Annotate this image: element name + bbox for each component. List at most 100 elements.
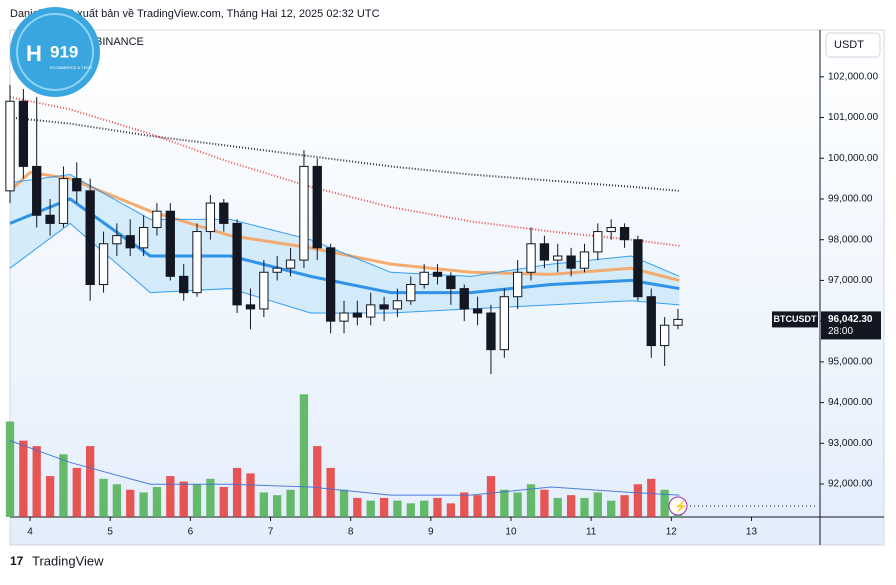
logo-number: 919	[50, 42, 78, 61]
y-tick-label: 99,000.00	[828, 194, 873, 205]
candle-body	[619, 226, 630, 241]
volume-bar	[5, 421, 15, 517]
candle-body	[72, 178, 82, 192]
candle-body	[325, 247, 336, 322]
candle-body	[512, 271, 523, 298]
candle-body	[673, 318, 683, 326]
volume-bar	[393, 500, 402, 517]
volume-bar	[72, 467, 81, 517]
plot: 102,000.00 101,000.00 100,000.00 99,000.00 9…	[5, 71, 881, 538]
candle-body	[486, 312, 496, 351]
candle-body	[593, 231, 603, 253]
candle-body	[112, 235, 122, 245]
candle-body	[219, 202, 229, 224]
currency-button[interactable]	[825, 32, 881, 58]
volume-bar	[59, 454, 68, 517]
x-tick-label: 7	[268, 527, 274, 538]
volume-bar	[486, 476, 496, 517]
x-tick-label: 13	[746, 527, 758, 538]
currency[interactable]: USDT	[834, 39, 864, 51]
candle-body	[646, 296, 656, 347]
volume-bar	[593, 492, 602, 517]
x-tick-label: 8	[348, 527, 354, 538]
candle-body	[366, 304, 376, 318]
candle-body	[179, 275, 189, 294]
footer-logo: 17	[10, 554, 24, 568]
y-tick-label: 94,000.00	[828, 397, 873, 408]
candle-body	[205, 202, 216, 233]
overlay-line	[9, 116, 680, 192]
logo: H 919 ECOMMERCE & TECH	[10, 7, 100, 97]
volume-bar	[166, 476, 175, 517]
candle-body	[285, 259, 296, 269]
candle-body	[339, 312, 349, 322]
y-tick-label: 101,000.00	[828, 112, 878, 123]
candle-body	[579, 251, 590, 269]
candle-body	[406, 283, 416, 302]
volume-bar	[540, 489, 549, 517]
volume-bar	[259, 492, 269, 517]
x-tick-label: 6	[188, 527, 194, 538]
candle-body	[499, 296, 509, 351]
y-tick-label: 100,000.00	[828, 153, 878, 164]
volume-bar	[45, 476, 55, 517]
volume-bar	[139, 492, 148, 517]
candle-body	[352, 312, 362, 318]
volume-bar	[299, 394, 309, 517]
volume-bar	[433, 497, 442, 517]
logo-ring	[16, 13, 94, 91]
volume-bar	[620, 495, 629, 517]
x-tick-label: 4	[27, 527, 33, 538]
candle-body	[472, 308, 483, 314]
volume-bar	[513, 492, 522, 517]
volume-bar	[353, 497, 362, 517]
alert-glyph[interactable]: ⚡	[674, 500, 688, 513]
logo-mark: H	[26, 41, 42, 66]
candle-body	[259, 271, 269, 310]
candle-body	[152, 210, 162, 228]
candle-body	[165, 210, 175, 277]
candle-body	[245, 304, 256, 310]
candle-body	[633, 239, 643, 298]
volume-bar	[246, 473, 255, 517]
volume-bar	[19, 440, 28, 517]
candle-body	[553, 255, 563, 261]
volume-bar	[273, 495, 282, 517]
volume-bar	[152, 487, 162, 517]
candle-body	[45, 214, 55, 224]
volume-bar	[566, 495, 576, 517]
x-tick-label: 9	[428, 527, 434, 538]
volume-bar	[500, 489, 509, 517]
candle-body	[98, 243, 109, 285]
volume-bar	[32, 446, 41, 517]
logo-tagline: ECOMMERCE & TECH	[50, 65, 92, 70]
volume-bar	[313, 446, 322, 517]
candle-body	[58, 178, 69, 224]
candle-body	[85, 190, 95, 285]
candle-body	[32, 165, 42, 216]
overlay-line	[9, 174, 680, 277]
volume-bar	[206, 478, 215, 517]
volume-bar	[126, 489, 135, 517]
alert-icon[interactable]	[668, 496, 688, 516]
volume-bar	[86, 446, 95, 517]
candle-body	[192, 231, 202, 294]
candle-body	[566, 255, 576, 269]
overlay-line	[9, 440, 680, 496]
volume-bar	[179, 481, 188, 517]
header: DanielHT919 xuất bản về TradingView.com,…	[10, 8, 380, 20]
volume-bar	[99, 478, 108, 517]
volume-bar	[460, 492, 469, 517]
candle-body	[539, 243, 550, 261]
volume-bar	[366, 500, 375, 517]
volume-bar	[420, 500, 429, 517]
y-tick-label: 93,000.00	[828, 438, 873, 449]
candle-body	[432, 271, 443, 277]
candle-body	[526, 243, 536, 273]
volume-bar	[379, 497, 389, 517]
volume-bar	[446, 503, 456, 517]
volume-bar	[647, 478, 656, 517]
symbol-tag	[772, 311, 818, 328]
volume-bar	[339, 489, 349, 517]
